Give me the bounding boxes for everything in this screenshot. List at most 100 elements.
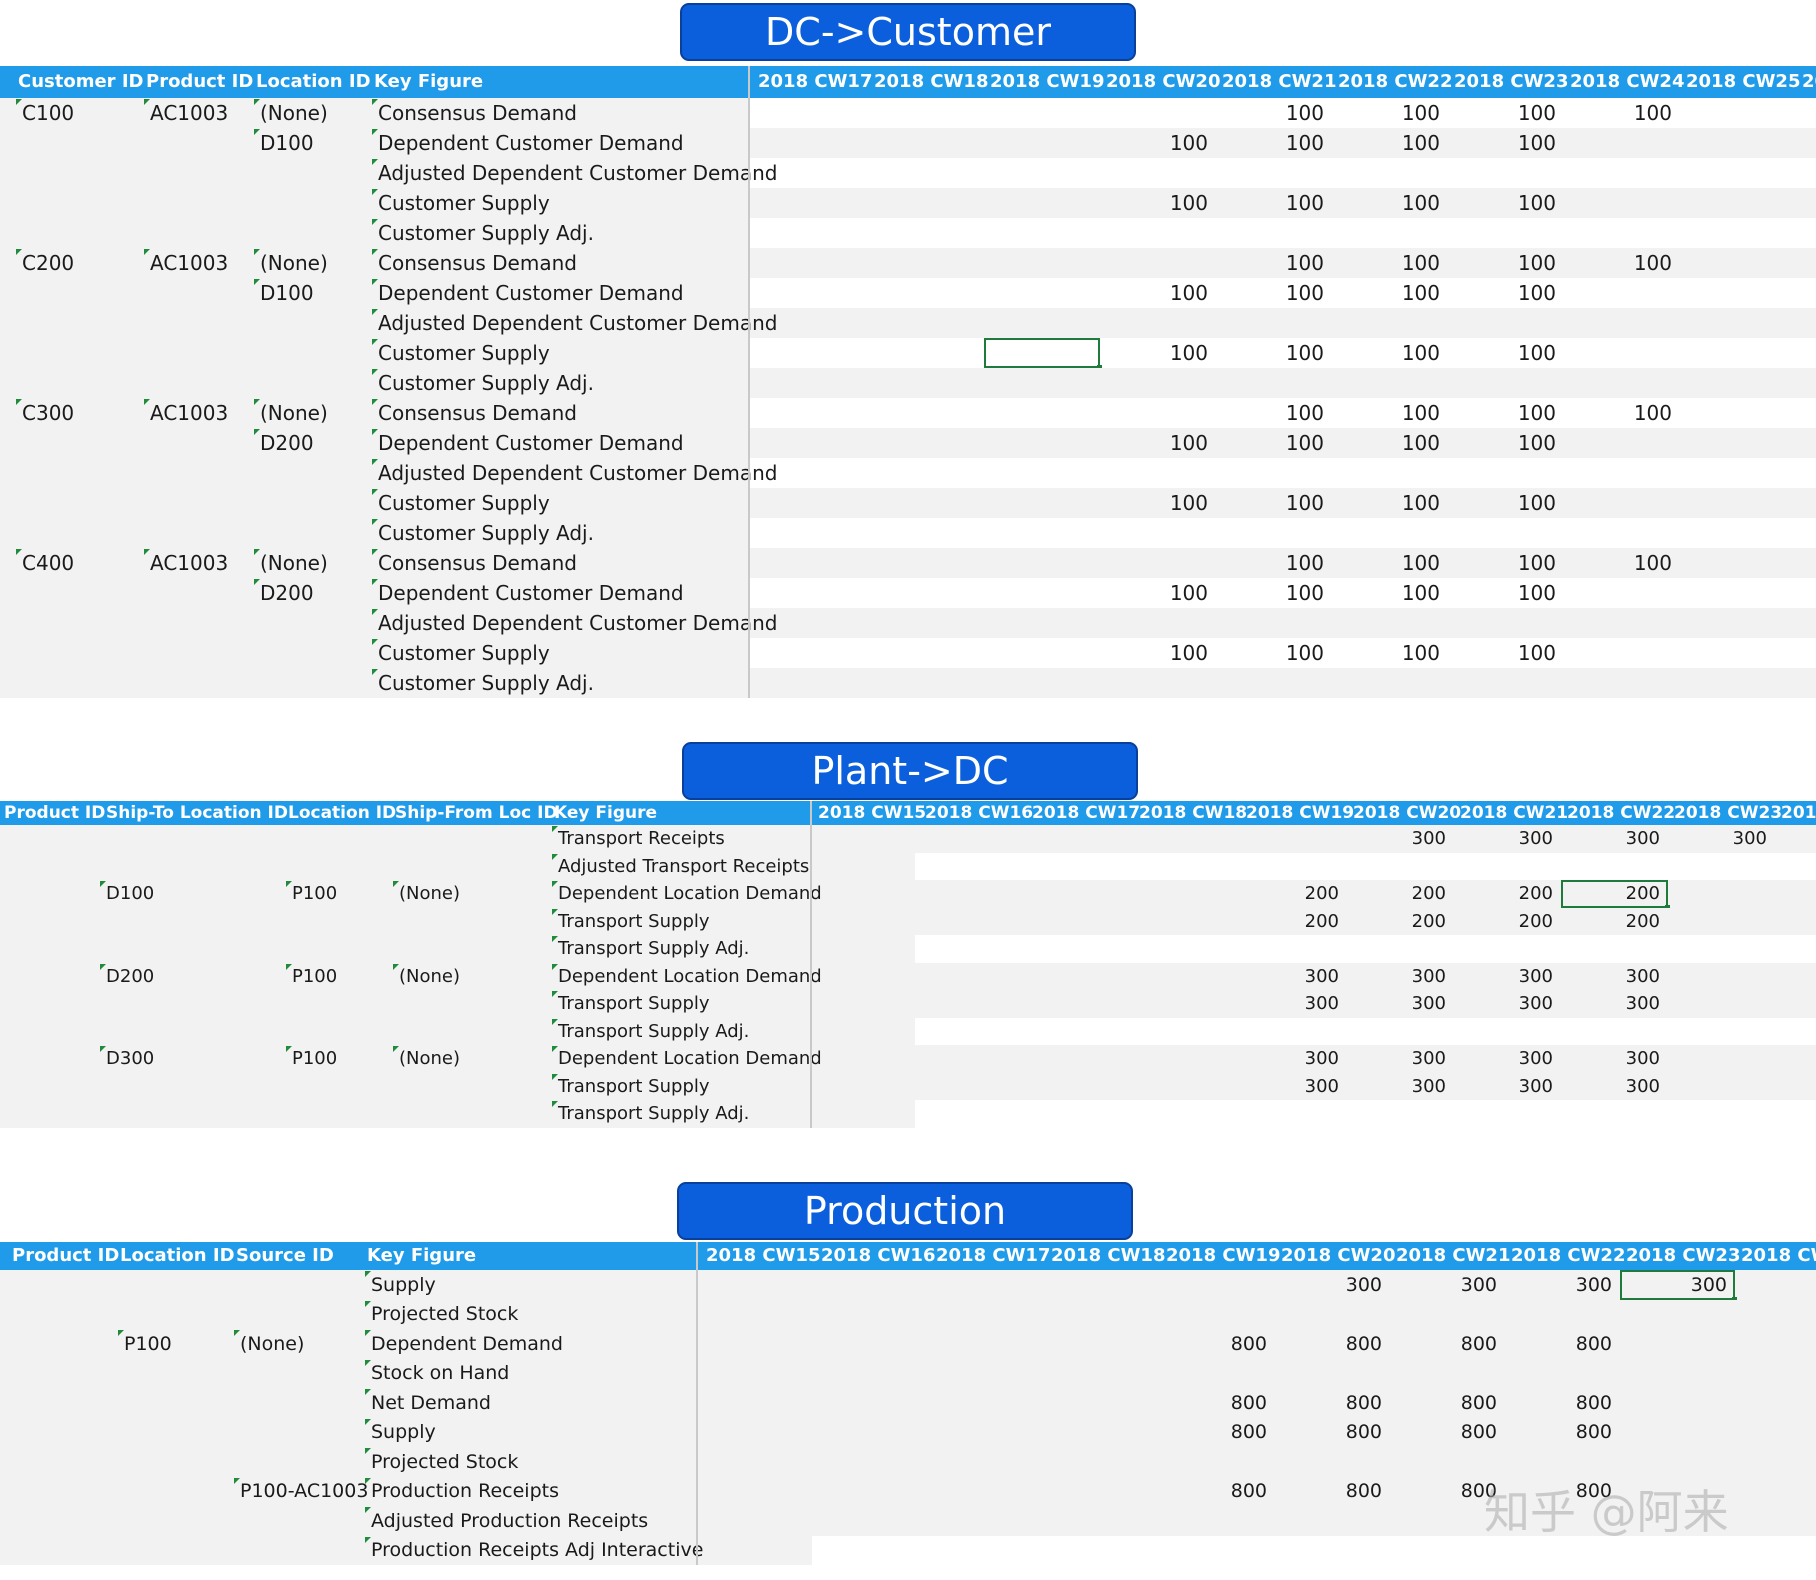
value-cell[interactable]	[812, 825, 911, 853]
key-figure-cell[interactable]: Consensus Demand	[372, 398, 577, 428]
value-cell[interactable]	[752, 458, 860, 488]
value-cell[interactable]: 300	[1732, 828, 1767, 850]
value-cell[interactable]	[930, 1506, 1037, 1536]
id-cell[interactable]: (None)	[254, 98, 328, 128]
value-cell[interactable]	[1332, 368, 1440, 398]
value-cell[interactable]	[812, 1073, 911, 1101]
id-cell[interactable]: D100	[254, 128, 314, 158]
value-cell[interactable]	[700, 1270, 807, 1300]
key-figure-cell[interactable]: Customer Supply Adj.	[372, 218, 594, 248]
value-cell[interactable]	[1045, 1418, 1152, 1448]
value-cell[interactable]: 100	[1285, 581, 1324, 605]
value-cell[interactable]	[1100, 158, 1208, 188]
value-cell[interactable]	[1216, 368, 1324, 398]
week-header[interactable]: 2018 CW18	[1139, 803, 1248, 823]
value-cell[interactable]: 100	[1401, 341, 1440, 365]
value-cell[interactable]: 100	[1169, 431, 1208, 455]
week-header[interactable]: 2018 CW21	[1460, 803, 1569, 823]
value-cell[interactable]	[1275, 1300, 1382, 1330]
value-cell[interactable]	[1045, 1270, 1152, 1300]
value-cell[interactable]	[1133, 990, 1232, 1018]
value-cell[interactable]	[812, 1045, 911, 1073]
value-cell[interactable]	[815, 1388, 922, 1418]
column-header-customer-id[interactable]: Customer ID	[18, 71, 144, 92]
week-header[interactable]: 2018 CW22	[1567, 803, 1676, 823]
value-cell[interactable]: 200	[1625, 910, 1660, 932]
column-header-source-id[interactable]: Source ID	[236, 1245, 334, 1266]
value-cell[interactable]: 300	[1518, 1048, 1553, 1070]
value-cell[interactable]	[1133, 853, 1232, 881]
value-cell[interactable]	[1680, 458, 1788, 488]
value-cell[interactable]	[1796, 668, 1816, 698]
value-cell[interactable]: 300	[1411, 828, 1446, 850]
week-header[interactable]: 2018 CW22	[1338, 71, 1453, 92]
value-cell[interactable]	[1680, 488, 1788, 518]
id-cell[interactable]: C300	[15, 398, 74, 428]
value-cell[interactable]: 300	[1690, 1273, 1727, 1296]
value-cell[interactable]: 800	[1575, 1421, 1612, 1444]
value-cell[interactable]: 800	[1345, 1391, 1382, 1414]
value-cell[interactable]: 100	[1401, 551, 1440, 575]
key-figure-cell[interactable]: Dependent Location Demand	[552, 963, 822, 991]
value-cell[interactable]	[1133, 908, 1232, 936]
value-cell[interactable]	[1133, 1018, 1232, 1046]
value-cell[interactable]	[1216, 218, 1324, 248]
value-cell[interactable]	[700, 1447, 807, 1477]
value-cell[interactable]	[868, 98, 976, 128]
week-header[interactable]: 2018 CW19	[1246, 803, 1355, 823]
value-cell[interactable]	[1668, 963, 1767, 991]
value-cell[interactable]: 100	[1517, 341, 1556, 365]
value-cell[interactable]	[1100, 308, 1208, 338]
value-cell[interactable]: 100	[1633, 551, 1672, 575]
value-cell[interactable]	[1448, 218, 1556, 248]
value-cell[interactable]	[1775, 935, 1816, 963]
value-cell[interactable]	[1735, 1447, 1816, 1477]
value-cell[interactable]	[1347, 935, 1446, 963]
value-cell[interactable]: 100	[1401, 281, 1440, 305]
value-cell[interactable]	[752, 98, 860, 128]
value-cell[interactable]	[1668, 1100, 1767, 1128]
value-cell[interactable]	[1735, 1300, 1816, 1330]
value-cell[interactable]	[1796, 158, 1816, 188]
value-cell[interactable]	[1775, 1100, 1816, 1128]
value-cell[interactable]	[1775, 1073, 1816, 1101]
value-cell[interactable]	[1160, 1300, 1267, 1330]
value-cell[interactable]	[1347, 1018, 1446, 1046]
value-cell[interactable]	[812, 935, 911, 963]
value-cell[interactable]	[984, 128, 1092, 158]
value-cell[interactable]	[984, 638, 1092, 668]
value-cell[interactable]	[1026, 963, 1125, 991]
value-cell[interactable]	[1680, 368, 1788, 398]
value-cell[interactable]	[815, 1270, 922, 1300]
value-cell[interactable]	[1620, 1418, 1727, 1448]
value-cell[interactable]	[1133, 825, 1232, 853]
key-figure-cell[interactable]: Transport Supply Adj.	[551, 935, 749, 963]
value-cell[interactable]	[1216, 458, 1324, 488]
value-cell[interactable]	[752, 188, 860, 218]
key-figure-cell[interactable]: Adjusted Dependent Customer Demand	[371, 458, 777, 488]
value-cell[interactable]	[1680, 248, 1788, 278]
value-cell[interactable]: 100	[1401, 131, 1440, 155]
value-cell[interactable]	[919, 1073, 1018, 1101]
column-header-key-figure[interactable]: Key Figure	[367, 1245, 477, 1266]
value-cell[interactable]	[1160, 1447, 1267, 1477]
value-cell[interactable]	[984, 458, 1092, 488]
key-figure-cell[interactable]: Adjusted Transport Receipts	[551, 853, 809, 881]
value-cell[interactable]: 300	[1411, 993, 1446, 1015]
value-cell[interactable]	[1796, 278, 1816, 308]
value-cell[interactable]	[752, 488, 860, 518]
value-cell[interactable]	[1100, 398, 1208, 428]
value-cell[interactable]	[752, 368, 860, 398]
week-header[interactable]: 20	[1802, 71, 1816, 92]
value-cell[interactable]	[1160, 1359, 1267, 1389]
value-cell[interactable]	[1680, 338, 1788, 368]
week-header[interactable]: 2018 CW23	[1626, 1245, 1741, 1266]
value-cell[interactable]	[1100, 518, 1208, 548]
value-cell[interactable]	[1332, 308, 1440, 338]
value-cell[interactable]	[1564, 158, 1672, 188]
value-cell[interactable]	[930, 1536, 1037, 1566]
value-cell[interactable]	[1160, 1536, 1267, 1566]
value-cell[interactable]	[984, 548, 1092, 578]
value-cell[interactable]	[1133, 1073, 1232, 1101]
value-cell[interactable]	[1564, 668, 1672, 698]
